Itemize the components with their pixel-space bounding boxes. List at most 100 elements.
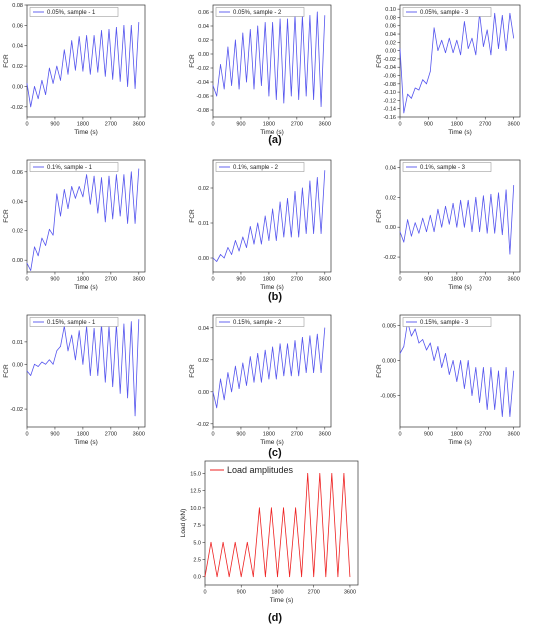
data-point bbox=[324, 170, 326, 171]
data-point bbox=[305, 95, 307, 97]
y-tick-label: -0.02 bbox=[196, 66, 209, 72]
y-tick-label: 0.04 bbox=[12, 44, 23, 50]
data-point bbox=[246, 247, 247, 248]
data-point bbox=[231, 391, 232, 393]
x-tick-label: 2700 bbox=[105, 122, 117, 128]
x-tick-label: 0 bbox=[398, 122, 401, 128]
y-tick-label: 0.02 bbox=[12, 229, 23, 235]
y-tick-label: 0.02 bbox=[12, 64, 23, 70]
data-point bbox=[130, 171, 132, 173]
data-point bbox=[467, 48, 469, 49]
y-tick-label: 0.01 bbox=[198, 221, 209, 227]
data-point bbox=[138, 168, 140, 170]
data-point bbox=[82, 70, 84, 72]
x-tick-label: 3600 bbox=[319, 277, 331, 283]
y-tick-label: -0.04 bbox=[383, 65, 396, 71]
data-point bbox=[313, 372, 314, 373]
data-point bbox=[212, 257, 214, 259]
data-point bbox=[295, 507, 296, 509]
data-point bbox=[460, 54, 461, 56]
data-point bbox=[222, 541, 224, 543]
data-point bbox=[283, 236, 285, 238]
data-point bbox=[325, 576, 327, 578]
legend-label: 0.1%, sample - 3 bbox=[420, 165, 466, 171]
y-tick-label: 0.000 bbox=[382, 359, 396, 365]
data-point bbox=[116, 174, 117, 176]
y-tick-label: -0.12 bbox=[383, 98, 396, 104]
data-point bbox=[343, 473, 345, 474]
x-tick-label: 2700 bbox=[479, 277, 491, 283]
data-point bbox=[78, 186, 80, 187]
data-point bbox=[75, 69, 76, 71]
data-point bbox=[279, 343, 281, 345]
y-axis-title: FCR bbox=[3, 364, 10, 378]
data-point bbox=[238, 250, 240, 252]
data-point bbox=[127, 223, 128, 224]
data-point bbox=[71, 186, 73, 187]
x-tick-label: 0 bbox=[25, 277, 28, 283]
y-tick-label: -0.16 bbox=[383, 115, 396, 121]
data-point bbox=[63, 49, 65, 51]
y-tick-label: -0.02 bbox=[10, 105, 23, 111]
data-point bbox=[26, 262, 28, 264]
legend-label: 0.05%, sample - 1 bbox=[47, 10, 96, 16]
y-tick-label: -0.02 bbox=[383, 255, 396, 261]
x-tick-label: 3600 bbox=[133, 432, 145, 438]
data-point bbox=[60, 346, 61, 347]
data-point bbox=[134, 223, 136, 224]
plot-frame bbox=[26, 4, 146, 118]
data-point bbox=[210, 541, 212, 543]
x-tick-label: 3600 bbox=[508, 122, 520, 128]
data-point bbox=[290, 95, 292, 97]
data-point bbox=[101, 30, 102, 31]
data-point bbox=[448, 223, 450, 225]
data-point bbox=[483, 195, 484, 197]
data-point bbox=[112, 386, 114, 388]
data-point bbox=[294, 340, 296, 341]
y-tick-label: -0.005 bbox=[380, 394, 396, 400]
data-point bbox=[30, 375, 32, 376]
data-point bbox=[298, 236, 300, 238]
data-point bbox=[268, 240, 270, 241]
x-tick-label: 900 bbox=[424, 277, 433, 283]
data-point bbox=[505, 50, 507, 51]
data-point bbox=[264, 22, 266, 23]
data-point bbox=[460, 360, 461, 361]
legend-box bbox=[215, 317, 305, 327]
data-point bbox=[483, 46, 484, 47]
data-point bbox=[301, 576, 302, 578]
data-point bbox=[86, 174, 87, 176]
data-point bbox=[60, 79, 61, 81]
data-point bbox=[67, 350, 69, 352]
data-point bbox=[399, 231, 401, 233]
data-point bbox=[127, 397, 128, 399]
x-tick-label: 0 bbox=[203, 590, 206, 596]
data-point bbox=[399, 353, 401, 354]
x-tick-label: 1800 bbox=[271, 590, 283, 596]
data-point bbox=[467, 360, 469, 361]
data-point bbox=[108, 29, 110, 30]
data-point bbox=[283, 102, 285, 104]
data-point bbox=[41, 237, 43, 239]
data-point bbox=[313, 99, 314, 100]
y-tick-label: -0.06 bbox=[196, 94, 209, 100]
data-point bbox=[448, 374, 450, 375]
data-point bbox=[349, 576, 351, 578]
data-point bbox=[52, 234, 54, 236]
data-point bbox=[437, 50, 439, 51]
data-point bbox=[287, 343, 288, 345]
x-tick-label: 1800 bbox=[77, 277, 89, 283]
data-point bbox=[116, 27, 117, 28]
legend-box bbox=[29, 317, 119, 327]
data-point bbox=[456, 226, 458, 228]
data-point bbox=[414, 87, 416, 89]
data-point bbox=[331, 473, 333, 474]
data-point bbox=[93, 35, 95, 36]
data-point bbox=[486, 409, 488, 410]
data-point bbox=[302, 187, 303, 189]
data-point bbox=[486, 29, 488, 31]
data-point bbox=[272, 346, 273, 348]
data-point bbox=[275, 240, 277, 241]
data-point bbox=[494, 409, 496, 410]
